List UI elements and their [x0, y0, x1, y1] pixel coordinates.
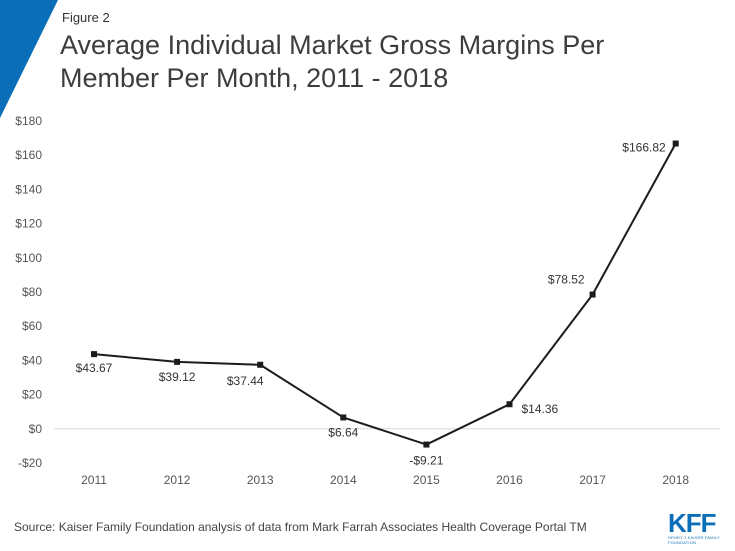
data-point	[257, 361, 264, 368]
y-tick-label: $160	[15, 148, 42, 162]
kff-logo: KFF HENRY J KAISER FAMILY FOUNDATION	[668, 508, 728, 547]
y-tick-label: $120	[15, 217, 42, 231]
source-note: Source: Kaiser Family Foundation analysi…	[14, 520, 587, 534]
data-point	[340, 414, 347, 421]
y-tick-label: $0	[29, 422, 43, 436]
y-tick-label: $180	[15, 114, 42, 128]
series-line	[93, 143, 677, 446]
y-tick-label: $140	[15, 182, 42, 196]
brand-corner-triangle	[0, 0, 58, 118]
y-tick-label: $20	[22, 388, 42, 402]
x-tick-label: 2011	[81, 473, 107, 487]
data-point	[174, 358, 181, 365]
data-point	[506, 401, 513, 408]
kff-logo-subtitle: HENRY J KAISER FAMILY FOUNDATION	[668, 535, 720, 545]
data-point	[672, 140, 679, 147]
data-label: -$9.21	[409, 454, 443, 468]
x-tick-label: 2013	[247, 473, 274, 487]
data-label: $166.82	[622, 141, 666, 155]
x-tick-label: 2018	[662, 473, 689, 487]
y-tick-label: $60	[22, 319, 42, 333]
x-tick-label: 2017	[579, 473, 606, 487]
data-label: $43.67	[76, 361, 113, 375]
data-point	[91, 351, 97, 358]
kff-logo-text: KFF	[668, 508, 717, 538]
data-point	[589, 291, 596, 298]
x-tick-label: 2014	[330, 473, 357, 487]
data-label: $37.44	[227, 374, 264, 388]
y-tick-label: -$20	[18, 456, 42, 470]
chart-title: Average Individual Market Gross Margins …	[60, 30, 605, 93]
figure-label: Figure 2	[62, 10, 110, 25]
x-tick-label: 2016	[496, 473, 523, 487]
y-tick-label: $40	[22, 353, 42, 367]
y-tick-label: $100	[15, 251, 42, 265]
data-label: $14.36	[522, 402, 559, 416]
y-tick-label: $80	[22, 285, 42, 299]
x-tick-label: 2015	[413, 473, 440, 487]
data-label: $39.12	[159, 370, 196, 384]
data-label: $6.64	[328, 425, 358, 439]
data-label: $78.52	[548, 273, 585, 287]
data-point	[423, 441, 430, 448]
x-tick-label: 2012	[164, 473, 191, 487]
